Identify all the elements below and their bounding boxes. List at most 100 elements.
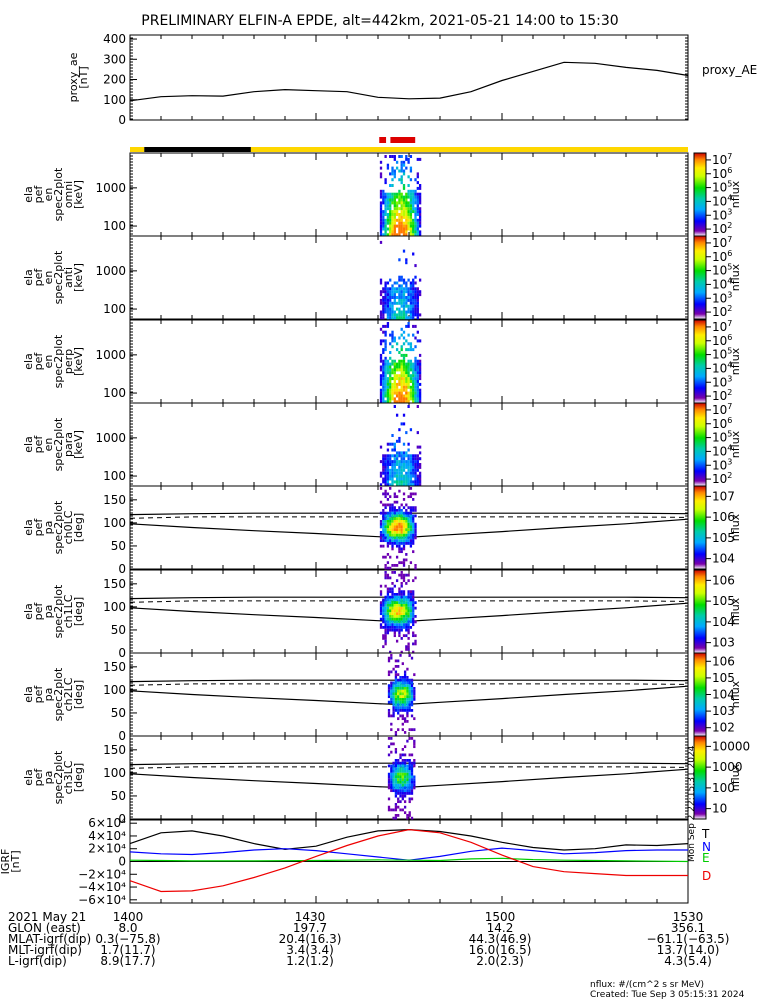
spectrogram-cell bbox=[384, 284, 387, 288]
pitch-angle-cell bbox=[386, 520, 390, 523]
spectrogram-cell bbox=[407, 324, 410, 328]
spectrogram-cell bbox=[389, 313, 392, 317]
spectrogram-cell bbox=[386, 281, 390, 285]
spectrogram-cell bbox=[402, 293, 406, 297]
pitch-angle-cell bbox=[393, 517, 396, 521]
pitch-angle-cell bbox=[389, 609, 392, 613]
spectrogram-cell bbox=[389, 333, 392, 337]
pitch-angle-cell bbox=[391, 525, 394, 529]
pitch-angle-cell bbox=[414, 639, 417, 643]
pitch-angle-cell bbox=[389, 509, 392, 512]
spectrogram-cell bbox=[382, 233, 385, 237]
spectrogram-cell bbox=[418, 391, 422, 395]
spectrogram-cell bbox=[409, 380, 413, 383]
spectrogram-cell bbox=[405, 304, 408, 308]
pitch-angle-cell bbox=[401, 764, 404, 768]
spectrogram-cell bbox=[386, 442, 390, 446]
spectrogram-cell bbox=[405, 380, 408, 383]
pitch-angle-cell bbox=[409, 544, 413, 548]
pitch-angle-cell bbox=[401, 761, 404, 765]
pitch-angle-cell bbox=[390, 770, 393, 773]
pitch-angle-cell bbox=[401, 687, 404, 690]
pitch-angle-cell bbox=[393, 500, 396, 504]
pitch-angle-cell bbox=[401, 714, 404, 718]
pitch-angle-cell bbox=[387, 687, 391, 690]
pitch-angle-cell bbox=[394, 665, 398, 668]
spectrogram-cell bbox=[400, 471, 403, 475]
spectrogram-cell bbox=[386, 207, 390, 211]
colorbar-tick-label: 102 bbox=[712, 471, 732, 486]
spectrogram-cell bbox=[405, 210, 408, 214]
pitch-angle-cell bbox=[395, 520, 399, 523]
spectrogram-cell bbox=[386, 371, 390, 375]
pitch-angle-cell bbox=[395, 615, 399, 618]
spectrogram-cell bbox=[389, 230, 392, 234]
spectrogram-cell bbox=[407, 192, 410, 196]
pitch-angle-cell bbox=[391, 528, 394, 532]
spectrogram-cell bbox=[409, 166, 413, 170]
colorbar-tick-label: 105 bbox=[712, 430, 732, 445]
pitch-angle-cell bbox=[379, 593, 383, 596]
spectrogram-cell bbox=[409, 224, 413, 228]
spectrogram-cell bbox=[412, 227, 415, 231]
spectrogram-cell bbox=[412, 310, 415, 314]
spectrogram-cell bbox=[382, 324, 385, 328]
spectrogram-cell bbox=[379, 290, 383, 294]
pitch-angle-cell bbox=[398, 561, 401, 565]
spectrogram-cell bbox=[393, 388, 396, 392]
spectrogram-cell bbox=[405, 155, 408, 158]
spectrogram-cell bbox=[402, 227, 406, 231]
spectrogram-cell bbox=[379, 483, 383, 487]
spectrogram-cell bbox=[382, 394, 385, 398]
pitch-angle-cell bbox=[386, 590, 390, 594]
pitch-angle-cell bbox=[410, 792, 414, 795]
spectrogram-cell bbox=[384, 198, 387, 202]
spectrogram-cell bbox=[412, 201, 415, 205]
spectrogram-cell bbox=[382, 477, 385, 481]
pitch-angle-cell bbox=[382, 509, 385, 512]
colorbar-tick-label: 105 bbox=[712, 594, 735, 608]
spectrogram-cell bbox=[409, 394, 413, 398]
y-tick-label: 50 bbox=[111, 623, 126, 637]
spectrogram-cell bbox=[418, 192, 422, 196]
spectrogram-cell bbox=[393, 172, 396, 176]
pitch-angle-cell bbox=[379, 511, 383, 515]
pitch-angle-cell bbox=[384, 539, 387, 543]
pitch-angle-cell bbox=[397, 792, 400, 795]
spectrogram-cell bbox=[386, 471, 390, 475]
pitch-angle-cell bbox=[403, 786, 407, 790]
pitch-angle-cell bbox=[412, 542, 415, 545]
pitch-angle-cell bbox=[382, 520, 385, 523]
y-tick-label: 100 bbox=[103, 219, 126, 233]
spectrogram-cell bbox=[391, 448, 394, 452]
pitch-angle-cell bbox=[405, 620, 408, 624]
pitch-angle-cell bbox=[393, 628, 396, 632]
pitch-angle-cell bbox=[413, 689, 416, 693]
pitch-angle-cell bbox=[401, 695, 404, 699]
spectrogram-cell bbox=[400, 198, 403, 202]
colorbar-tick-label: 105 bbox=[712, 671, 735, 685]
spectrogram-cell bbox=[398, 275, 401, 279]
spectrogram-cell bbox=[384, 207, 387, 211]
pitch-angle-cell bbox=[391, 509, 394, 512]
spectrogram-cell bbox=[393, 230, 396, 234]
pitch-angle-cell bbox=[397, 761, 400, 765]
spectrogram-cell bbox=[412, 284, 415, 288]
spectrogram-cell bbox=[414, 460, 417, 464]
spectrogram-cell bbox=[400, 207, 403, 211]
spectrogram-cell bbox=[412, 457, 415, 461]
pitch-angle-cell bbox=[386, 536, 390, 540]
spectrogram-cell bbox=[389, 374, 392, 378]
pitch-angle-cell bbox=[401, 792, 404, 795]
pitch-angle-cell bbox=[390, 778, 393, 782]
spectrogram-cell bbox=[414, 281, 417, 285]
spectrogram-cell bbox=[407, 310, 410, 314]
pitch-angle-cell bbox=[407, 595, 410, 599]
spectrogram-cell bbox=[402, 310, 406, 314]
spectrogram-cell bbox=[418, 382, 422, 386]
pitch-angle-cell bbox=[394, 759, 398, 762]
pitch-angle-cell bbox=[394, 684, 398, 688]
pitch-angle-cell bbox=[410, 789, 414, 793]
y-tick-label: 100 bbox=[103, 600, 126, 614]
footer-cell: 2.0(2.3) bbox=[476, 954, 524, 968]
